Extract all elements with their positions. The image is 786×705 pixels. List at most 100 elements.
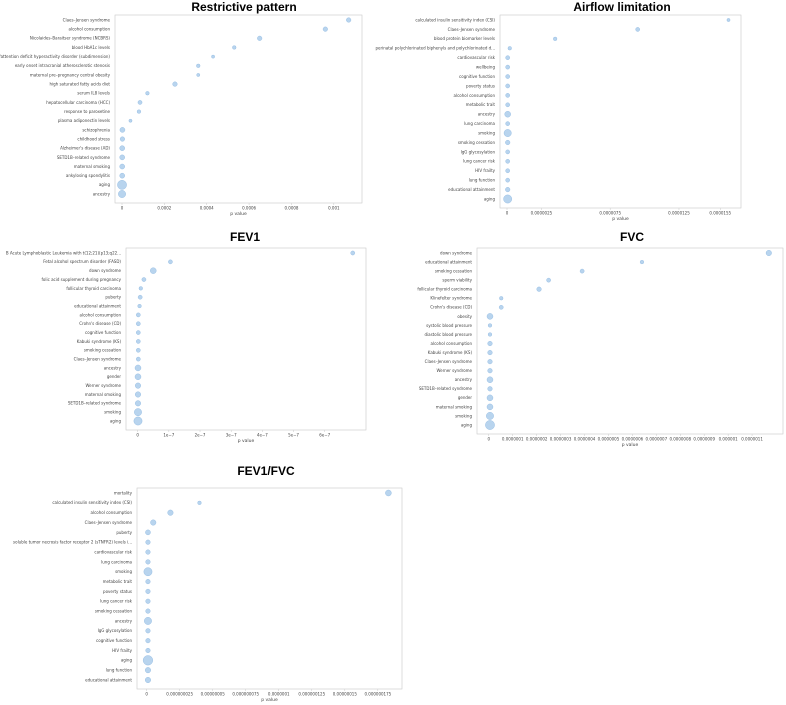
data-point <box>232 45 237 50</box>
category-label: obesity <box>457 314 472 319</box>
category-label: Claes–Jensen syndrome <box>448 27 496 32</box>
data-point <box>322 26 328 32</box>
category-label: gender <box>458 395 473 400</box>
category-label: ancestry <box>93 191 111 196</box>
category-label: puberty <box>116 530 132 535</box>
category-label: alcohol consumption <box>91 510 133 515</box>
category-label: poverty status <box>103 589 132 594</box>
x-axis-label: p value <box>238 438 255 444</box>
category-label: soluble tumor necrosis factor receptor 2… <box>13 540 132 545</box>
category-label: educational attainment <box>448 187 495 192</box>
x-tick-label: 0.0000001 <box>268 692 290 697</box>
x-tick-label: 0.000001 <box>719 437 739 442</box>
category-label: Crohn's disease (CD) <box>430 305 472 310</box>
data-point <box>487 332 493 337</box>
category-label: plasma adiponectin levels <box>58 118 110 123</box>
category-label: aging <box>461 422 473 427</box>
category-label: oppositional defiant disorder/conduct di… <box>0 54 110 59</box>
data-point <box>487 323 493 328</box>
data-point <box>536 286 542 292</box>
data-point <box>505 177 510 183</box>
data-point <box>487 341 493 347</box>
data-point <box>137 304 142 309</box>
data-point <box>145 628 151 634</box>
category-label: Fetal alcohol spectrum disorder (FASD) <box>43 259 121 264</box>
data-point <box>505 64 510 70</box>
data-point <box>486 412 494 420</box>
category-label: lung function <box>469 178 496 183</box>
data-point <box>505 74 510 79</box>
x-tick-label: 0 <box>136 433 139 438</box>
data-point <box>135 382 141 389</box>
category-label: puberty <box>105 295 121 300</box>
data-point <box>136 321 141 327</box>
data-point <box>503 194 513 204</box>
data-point <box>639 260 645 265</box>
data-point <box>145 549 151 555</box>
x-tick-label: 0.001 <box>328 206 340 211</box>
x-tick-label: 0.00000015 <box>333 692 358 697</box>
data-point <box>172 81 178 87</box>
data-point <box>145 91 150 96</box>
category-label: Kabuki syndrome (KS) <box>428 350 473 355</box>
data-point <box>135 400 141 407</box>
category-label: lung cancer risk <box>463 159 496 164</box>
data-point <box>487 368 493 374</box>
x-tick-label: 0.0000125 <box>668 211 690 216</box>
x-axis-label: p value <box>261 697 278 703</box>
data-point <box>487 350 493 356</box>
data-point <box>119 154 125 161</box>
data-point <box>136 356 141 362</box>
data-point <box>134 373 142 380</box>
category-label: calculated insulin sensitivity index (CS… <box>415 17 495 22</box>
category-label: educational attainment <box>74 303 121 308</box>
category-label: Claes–Jensen syndrome <box>74 357 122 362</box>
category-label: Kabuki syndrome (KS) <box>77 339 122 344</box>
plot-frame-restrictive <box>114 14 363 204</box>
data-point <box>145 638 151 644</box>
category-label: cognitive function <box>459 74 495 79</box>
data-point <box>486 394 494 402</box>
category-label: Crohn's disease (CD) <box>79 321 121 326</box>
chart-title-fev1: FEV1 <box>229 230 260 244</box>
category-label: alcohol consumption <box>80 312 122 317</box>
data-point <box>505 55 510 60</box>
category-label: response to paroxetine <box>64 109 111 114</box>
x-tick-label: 5e−7 <box>288 433 299 438</box>
category-label: maternal pre–pregnancy central obesity <box>30 72 111 77</box>
data-point <box>142 655 153 666</box>
x-tick-label: 0.0008 <box>284 206 298 211</box>
category-label: metabolic trait <box>466 102 496 107</box>
data-point <box>137 294 143 300</box>
category-label: wellbeing <box>476 65 496 70</box>
data-point <box>196 73 201 77</box>
data-point <box>211 54 215 59</box>
data-point <box>505 93 510 98</box>
category-label: folic acid supplement during pregnancy <box>42 277 122 282</box>
data-point <box>135 391 141 398</box>
category-label: high saturated fatty acids diet <box>49 82 110 87</box>
x-tick-label: 0.0000006 <box>622 437 644 442</box>
category-label: Werner syndrome <box>85 383 121 388</box>
data-point <box>136 330 141 335</box>
x-tick-label: 0.0000075 <box>599 211 621 216</box>
data-point <box>505 121 510 126</box>
plot-frame-fvc <box>476 247 784 435</box>
data-point <box>485 420 495 430</box>
category-label: early onset intracranial atherosclerotic… <box>15 63 110 68</box>
category-label: cardiovascular risk <box>94 549 132 554</box>
data-point <box>145 529 151 536</box>
x-tick-label: 0.0000008 <box>669 437 691 442</box>
category-label: serum IL8 levels <box>77 91 110 96</box>
category-label: ancestry <box>115 618 133 623</box>
category-label: follicular thyroid carcinoma <box>417 287 472 292</box>
category-label: alcohol consumption <box>431 341 473 346</box>
category-label: Werner syndrome <box>436 368 472 373</box>
category-label: poverty status <box>466 83 495 88</box>
data-point <box>197 500 202 505</box>
category-label: perinatal polychlorinated biphenyls and … <box>375 46 495 51</box>
category-label: educational attainment <box>85 677 132 682</box>
category-label: calculated insulin sensitivity index (CS… <box>52 500 132 505</box>
data-point <box>505 102 510 108</box>
data-point <box>138 286 143 291</box>
